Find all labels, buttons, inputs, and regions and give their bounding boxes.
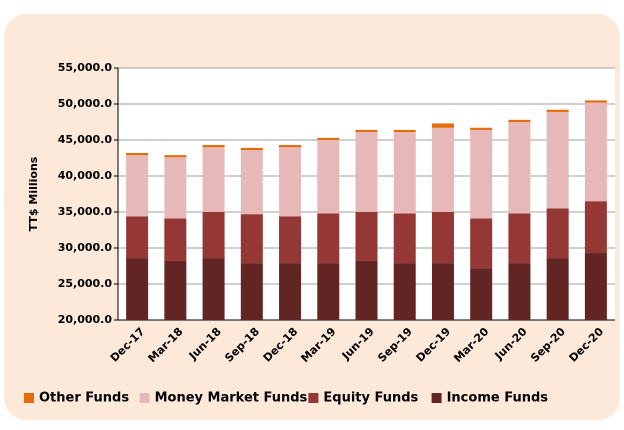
bar-segment <box>431 263 454 320</box>
bar-segment <box>584 102 607 202</box>
bar-segment <box>240 214 263 264</box>
bar-segment <box>202 145 225 148</box>
bar-segment <box>546 111 569 209</box>
bar-segment <box>508 119 531 122</box>
bar-segment <box>279 145 302 148</box>
bar-segment <box>470 268 493 320</box>
bar-segment <box>317 140 340 214</box>
y-tick-label: 30,000.0 <box>58 241 113 254</box>
legend-label: Money Market Funds <box>155 391 308 406</box>
y-tick-label: 20,000.0 <box>58 313 113 326</box>
bar-segment <box>202 258 225 320</box>
y-tick-label: 35,000.0 <box>58 205 113 218</box>
y-axis-label: TT$ Millions <box>27 156 40 231</box>
bar-segment <box>584 201 607 254</box>
legend-swatch <box>139 393 150 403</box>
bar-segment <box>431 123 454 128</box>
y-tick-label: 45,000.0 <box>58 133 113 146</box>
bar-segment <box>546 109 569 112</box>
bar-segment <box>317 213 340 264</box>
y-tick-label: 50,000.0 <box>58 97 113 110</box>
bar-segment <box>164 155 187 158</box>
bar-segment <box>279 147 302 217</box>
bar-segment <box>470 129 493 219</box>
y-tick-label: 25,000.0 <box>58 277 113 290</box>
bar-segment <box>393 213 416 264</box>
bar-segment <box>431 127 454 212</box>
legend-label: Equity Funds <box>323 391 418 406</box>
bar-segment <box>164 260 187 320</box>
bar-segment <box>584 253 607 320</box>
bar-segment <box>584 100 607 103</box>
legend-swatch <box>431 393 442 403</box>
bar-segment <box>279 216 302 264</box>
bar-segment <box>355 212 378 261</box>
bar-segment <box>508 122 531 214</box>
bar-segment <box>126 155 149 217</box>
bar-segment <box>355 132 378 212</box>
bar-segment <box>202 212 225 259</box>
y-tick-label: 40,000.0 <box>58 169 113 182</box>
bar-segment <box>279 263 302 320</box>
legend-swatch <box>24 393 34 403</box>
bar-segment <box>240 150 263 215</box>
bar-segment <box>202 147 225 212</box>
bar-segment <box>470 218 493 269</box>
bar-segment <box>126 216 149 259</box>
bar-segment <box>393 263 416 320</box>
y-tick-label: 55,000.0 <box>58 61 113 74</box>
legend-label: Income Funds <box>447 391 549 406</box>
bar-segment <box>126 152 149 156</box>
bar-segment <box>126 258 149 320</box>
bar-segment <box>546 258 569 320</box>
bar-segment <box>164 157 187 219</box>
bar-segment <box>508 213 531 264</box>
bar-segment <box>508 263 531 320</box>
legend-label: Other Funds <box>39 391 129 406</box>
bar-segment <box>240 147 263 151</box>
bar-segment <box>164 218 187 261</box>
bar-segment <box>431 212 454 264</box>
bar-segment <box>355 129 378 133</box>
bar-segment <box>546 208 569 259</box>
bar-segment <box>393 129 416 133</box>
bar-segment <box>240 263 263 320</box>
bar-segment <box>317 137 340 140</box>
bar-segment <box>393 132 416 214</box>
legend-swatch <box>308 393 319 403</box>
bar-segment <box>317 263 340 320</box>
bar-segment <box>355 260 378 320</box>
bar-segment <box>470 127 493 130</box>
